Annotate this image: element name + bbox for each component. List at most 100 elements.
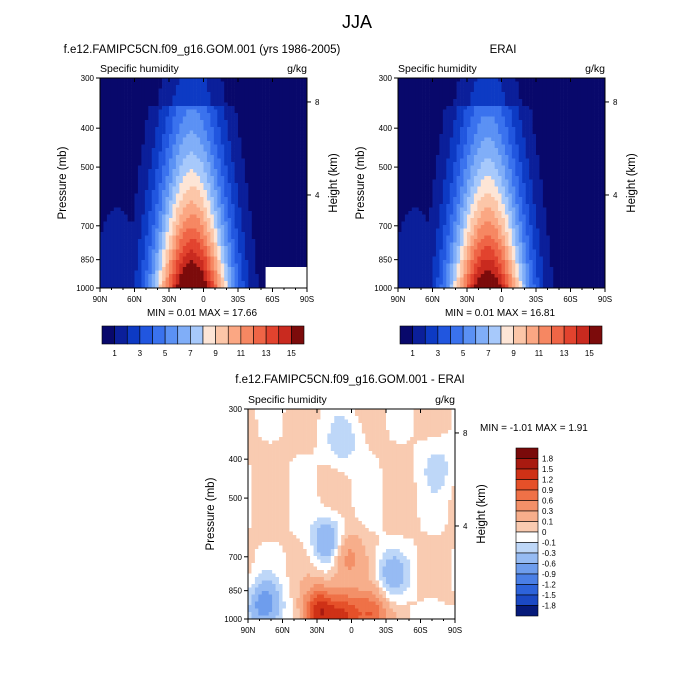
field-cell bbox=[175, 106, 180, 110]
field-cell bbox=[148, 277, 153, 282]
field-cell bbox=[193, 186, 197, 191]
field-cell bbox=[470, 85, 475, 89]
field-cell bbox=[172, 176, 177, 180]
field-cell bbox=[165, 179, 170, 184]
field-cell bbox=[556, 130, 561, 135]
field-cell bbox=[255, 274, 259, 278]
field-cell bbox=[196, 109, 201, 114]
field-cell bbox=[265, 130, 270, 135]
field-cell bbox=[210, 116, 215, 121]
field-cell bbox=[286, 148, 291, 152]
field-cell bbox=[563, 148, 568, 152]
field-cell bbox=[439, 95, 444, 100]
field-cell bbox=[542, 85, 547, 89]
field-cell bbox=[439, 141, 444, 145]
field-cell bbox=[151, 253, 156, 257]
field-cell bbox=[539, 123, 544, 128]
field-cell bbox=[162, 155, 166, 159]
field-cell bbox=[238, 165, 242, 170]
field-cell bbox=[511, 151, 516, 156]
field-cell bbox=[158, 179, 163, 184]
field-cell bbox=[598, 123, 602, 128]
field-cell bbox=[258, 204, 263, 208]
field-cell bbox=[484, 109, 488, 114]
field-cell bbox=[144, 263, 149, 268]
field-cell bbox=[286, 116, 291, 121]
field-cell bbox=[144, 134, 149, 138]
field-cell bbox=[124, 151, 128, 156]
field-cell bbox=[227, 274, 232, 278]
field-cell bbox=[241, 239, 246, 243]
field-cell bbox=[401, 123, 406, 128]
field-cell bbox=[262, 127, 266, 131]
field-cell bbox=[279, 267, 284, 271]
field-cell bbox=[100, 256, 104, 261]
field-cell bbox=[193, 200, 197, 205]
field-cell bbox=[162, 239, 166, 243]
field-cell bbox=[275, 144, 280, 149]
field-cell bbox=[300, 134, 304, 138]
field-cell bbox=[238, 246, 242, 250]
field-cell bbox=[296, 109, 301, 114]
field-cell bbox=[442, 81, 447, 86]
field-cell bbox=[296, 116, 301, 121]
field-cell bbox=[467, 106, 471, 110]
field-cell bbox=[110, 120, 115, 124]
field-cell bbox=[425, 99, 430, 103]
field-cell bbox=[275, 256, 280, 261]
field-cell bbox=[224, 165, 228, 170]
field-cell bbox=[155, 214, 159, 219]
field-cell bbox=[186, 186, 190, 191]
field-cell bbox=[262, 120, 266, 124]
field-cell bbox=[186, 158, 190, 163]
field-cell bbox=[175, 92, 180, 96]
field-cell bbox=[262, 235, 266, 240]
field-cell bbox=[103, 106, 108, 110]
field-cell bbox=[234, 179, 239, 184]
field-cell bbox=[446, 78, 451, 82]
field-cell bbox=[587, 127, 592, 131]
field-cell bbox=[241, 263, 246, 268]
field-cell bbox=[546, 127, 551, 131]
field-cell bbox=[169, 172, 173, 177]
field-cell bbox=[227, 151, 232, 156]
field-cell bbox=[182, 130, 187, 135]
field-cell bbox=[137, 144, 142, 149]
field-cell bbox=[556, 81, 561, 86]
field-cell bbox=[124, 116, 128, 121]
field-cell bbox=[124, 190, 128, 194]
field-cell bbox=[577, 78, 582, 82]
field-cell bbox=[193, 281, 197, 285]
field-cell bbox=[525, 127, 530, 131]
field-cell bbox=[296, 207, 301, 212]
field-cell bbox=[134, 88, 139, 93]
field-cell bbox=[289, 284, 294, 289]
field-cell bbox=[518, 141, 523, 145]
field-cell bbox=[303, 207, 308, 212]
field-cell bbox=[241, 116, 246, 121]
field-cell bbox=[456, 95, 461, 100]
field-cell bbox=[286, 225, 291, 229]
field-cell bbox=[435, 113, 440, 117]
field-cell bbox=[110, 270, 115, 275]
field-cell bbox=[158, 78, 163, 82]
field-cell bbox=[404, 102, 409, 107]
field-cell bbox=[282, 95, 287, 100]
field-cell bbox=[220, 176, 225, 180]
field-cell bbox=[439, 81, 444, 86]
field-cell bbox=[106, 127, 111, 131]
field-cell bbox=[137, 190, 142, 194]
field-cell bbox=[518, 116, 523, 121]
field-cell bbox=[293, 106, 297, 110]
field-cell bbox=[539, 88, 544, 93]
field-cell bbox=[515, 92, 520, 96]
field-cell bbox=[158, 183, 163, 187]
field-cell bbox=[269, 169, 273, 173]
field-cell bbox=[296, 148, 301, 152]
field-cell bbox=[127, 127, 132, 131]
field-cell bbox=[210, 172, 215, 177]
field-cell bbox=[113, 232, 118, 236]
field-cell bbox=[100, 179, 104, 184]
field-cell bbox=[415, 113, 419, 117]
field-cell bbox=[196, 263, 201, 268]
